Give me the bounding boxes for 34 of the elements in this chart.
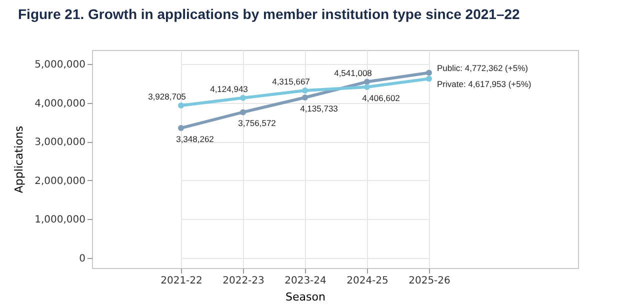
x-tick-label: 2021-22 <box>160 276 202 286</box>
data-label: 4,124,943 <box>210 84 248 94</box>
annotation: Public: 4,772,362 (+5%) <box>437 62 528 73</box>
point <box>426 70 432 76</box>
y-tick-label: 2,000,000 <box>34 176 86 187</box>
y-tick-label: 1,000,000 <box>34 214 86 226</box>
point <box>178 102 184 109</box>
x-tick-label: 2023-24 <box>284 276 326 286</box>
point <box>302 94 308 100</box>
y-tick-label: 0 <box>79 253 86 264</box>
x-tick-label: 2024-25 <box>346 276 388 286</box>
chart-title: Figure 21. Growth in applications by member institution type since 2021–22 <box>18 6 520 22</box>
point <box>426 76 432 82</box>
data-label: 4,541,008 <box>334 68 372 78</box>
data-label: 4,406,602 <box>362 92 400 103</box>
y-tick-label: 3,000,000 <box>34 137 86 148</box>
y-axis-title: Applications <box>12 126 26 194</box>
y-tick-label: 5,000,000 <box>34 59 86 70</box>
point <box>240 109 246 116</box>
annotation: Private: 4,617,953 (+5%) <box>437 78 532 89</box>
point <box>240 94 246 101</box>
x-tick-label: 2022-23 <box>222 276 264 286</box>
point <box>364 84 370 90</box>
data-label: 3,348,262 <box>176 134 214 144</box>
point <box>178 125 184 132</box>
point <box>364 78 370 85</box>
data-label: 3,756,572 <box>238 118 276 128</box>
data-label: 4,135,733 <box>300 103 338 114</box>
y-tick-label: 4,000,000 <box>34 98 86 110</box>
x-axis-title: Season <box>286 290 326 304</box>
data-label: 3,928,705 <box>148 92 186 102</box>
x-tick-label: 2025-26 <box>408 276 450 286</box>
point <box>302 88 308 94</box>
data-label: 4,315,667 <box>272 76 310 87</box>
